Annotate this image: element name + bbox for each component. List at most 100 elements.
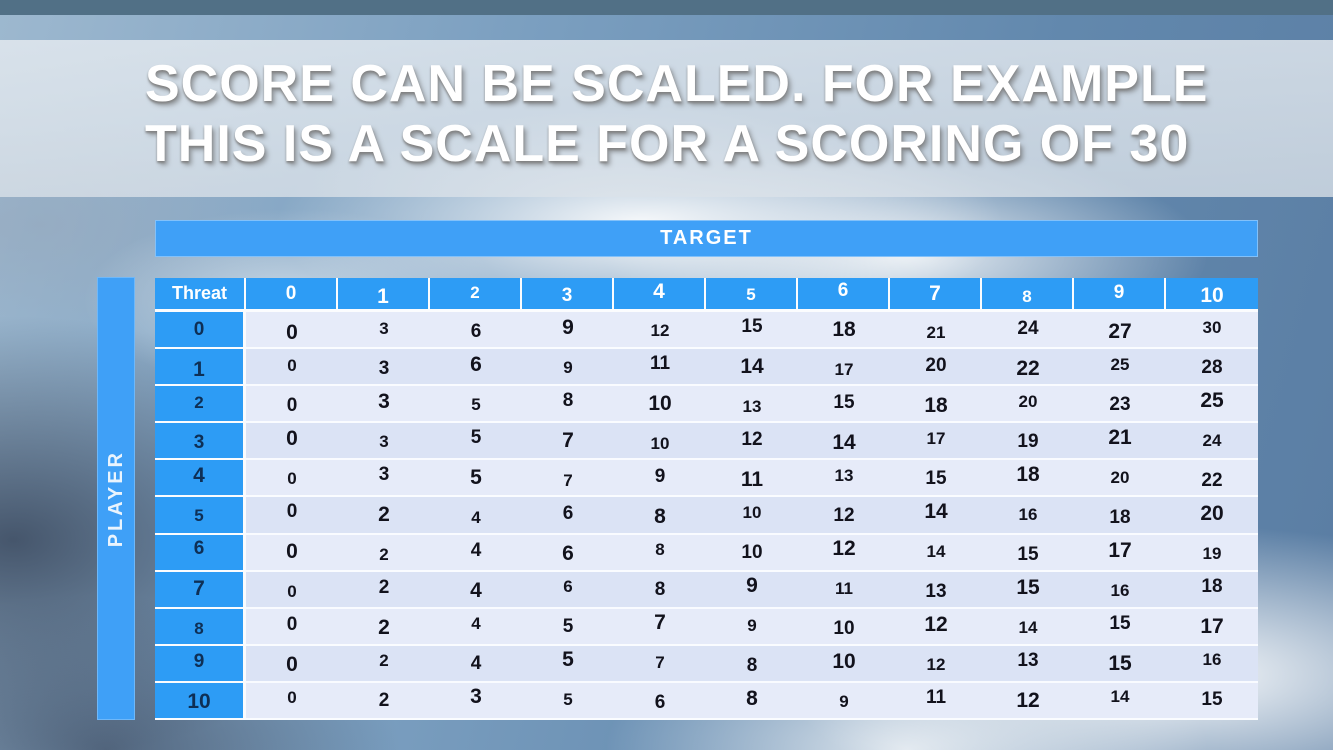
row-header-cell: 4 [155, 460, 246, 498]
column-header-cell: 7 [890, 278, 982, 312]
data-cell: 16 [1074, 571, 1166, 609]
data-cell: 14 [890, 534, 982, 572]
data-cell: 19 [982, 423, 1074, 461]
data-cell: 27 [1074, 312, 1166, 350]
data-cell: 3 [338, 460, 430, 498]
data-cell: 20 [982, 386, 1074, 424]
data-cell: 14 [706, 349, 798, 387]
data-cell: 23 [1074, 386, 1166, 424]
data-cell: 7 [614, 608, 706, 646]
data-cell: 4 [430, 608, 522, 646]
data-cell: 22 [1166, 460, 1258, 498]
data-cell: 0 [246, 386, 338, 424]
data-cell: 10 [706, 497, 798, 535]
data-cell: 3 [338, 312, 430, 350]
data-cell: 2 [338, 682, 430, 720]
data-cell: 14 [1074, 682, 1166, 720]
data-cell: 4 [430, 497, 522, 535]
data-cell: 10 [798, 645, 890, 683]
column-header-cell: 3 [522, 278, 614, 312]
row-header-cell: 5 [155, 497, 246, 535]
data-cell: 11 [614, 349, 706, 387]
data-cell: 13 [982, 645, 1074, 683]
row-header-cell: 9 [155, 645, 246, 683]
data-cell: 8 [706, 645, 798, 683]
row-header-cell: 2 [155, 386, 246, 424]
data-cell: 25 [1074, 349, 1166, 387]
data-cell: 2 [338, 571, 430, 609]
data-cell: 8 [614, 497, 706, 535]
data-cell: 9 [522, 349, 614, 387]
data-cell: 12 [706, 423, 798, 461]
data-cell: 14 [890, 497, 982, 535]
data-cell: 12 [982, 682, 1074, 720]
data-cell: 18 [1166, 571, 1258, 609]
row-header-cell: 1 [155, 349, 246, 387]
data-cell: 22 [982, 349, 1074, 387]
data-cell: 21 [1074, 423, 1166, 461]
data-cell: 9 [798, 682, 890, 720]
target-axis-label: TARGET [660, 227, 753, 249]
data-cell: 19 [1166, 534, 1258, 572]
data-cell: 4 [430, 645, 522, 683]
data-cell: 5 [522, 608, 614, 646]
data-cell: 15 [982, 571, 1074, 609]
data-cell: 15 [706, 312, 798, 350]
data-cell: 15 [1074, 608, 1166, 646]
column-header-cell: 9 [1074, 278, 1166, 312]
row-header-cell: 0 [155, 312, 246, 350]
data-cell: 5 [522, 682, 614, 720]
data-cell: 2 [338, 497, 430, 535]
column-header-cell: 2 [430, 278, 522, 312]
data-cell: 12 [890, 645, 982, 683]
data-cell: 12 [890, 608, 982, 646]
data-cell: 10 [798, 608, 890, 646]
data-cell: 3 [338, 386, 430, 424]
data-cell: 6 [522, 497, 614, 535]
data-cell: 12 [614, 312, 706, 350]
score-matrix-table: Threat 0 1 2 3 4 5 6 7 8 9 10 0 0 3 6 9 12 15 18 21 24 27 30 1 0 3… [155, 278, 1258, 720]
data-cell: 9 [522, 312, 614, 350]
data-cell: 8 [614, 571, 706, 609]
data-cell: 3 [338, 349, 430, 387]
data-cell: 0 [246, 312, 338, 350]
data-cell: 7 [522, 423, 614, 461]
data-cell: 5 [522, 645, 614, 683]
player-axis-header: PLAYER [97, 277, 135, 720]
data-cell: 18 [982, 460, 1074, 498]
data-cell: 17 [890, 423, 982, 461]
data-cell: 10 [706, 534, 798, 572]
data-cell: 3 [338, 423, 430, 461]
data-cell: 20 [1074, 460, 1166, 498]
column-header-cell: 1 [338, 278, 430, 312]
data-cell: 5 [430, 423, 522, 461]
data-cell: 18 [798, 312, 890, 350]
data-cell: 15 [1166, 682, 1258, 720]
data-cell: 0 [246, 423, 338, 461]
player-axis-label: PLAYER [104, 449, 127, 548]
row-header-cell: 10 [155, 682, 246, 720]
data-cell: 4 [430, 534, 522, 572]
column-header-cell: 5 [706, 278, 798, 312]
data-cell: 16 [982, 497, 1074, 535]
data-cell: 16 [1166, 645, 1258, 683]
data-cell: 17 [798, 349, 890, 387]
data-cell: 9 [614, 460, 706, 498]
row-header-cell: 7 [155, 571, 246, 609]
data-cell: 15 [798, 386, 890, 424]
data-cell: 17 [1166, 608, 1258, 646]
data-cell: 20 [890, 349, 982, 387]
data-cell: 6 [430, 312, 522, 350]
data-cell: 11 [798, 571, 890, 609]
data-cell: 6 [614, 682, 706, 720]
column-header-cell: 10 [1166, 278, 1258, 312]
data-cell: 11 [890, 682, 982, 720]
column-header-cell: 8 [982, 278, 1074, 312]
data-cell: 13 [890, 571, 982, 609]
data-cell: 12 [798, 497, 890, 535]
title-band: SCORE CAN BE SCALED. FOR EXAMPLE THIS IS… [0, 40, 1333, 197]
data-cell: 0 [246, 645, 338, 683]
data-cell: 10 [614, 423, 706, 461]
data-cell: 0 [246, 608, 338, 646]
